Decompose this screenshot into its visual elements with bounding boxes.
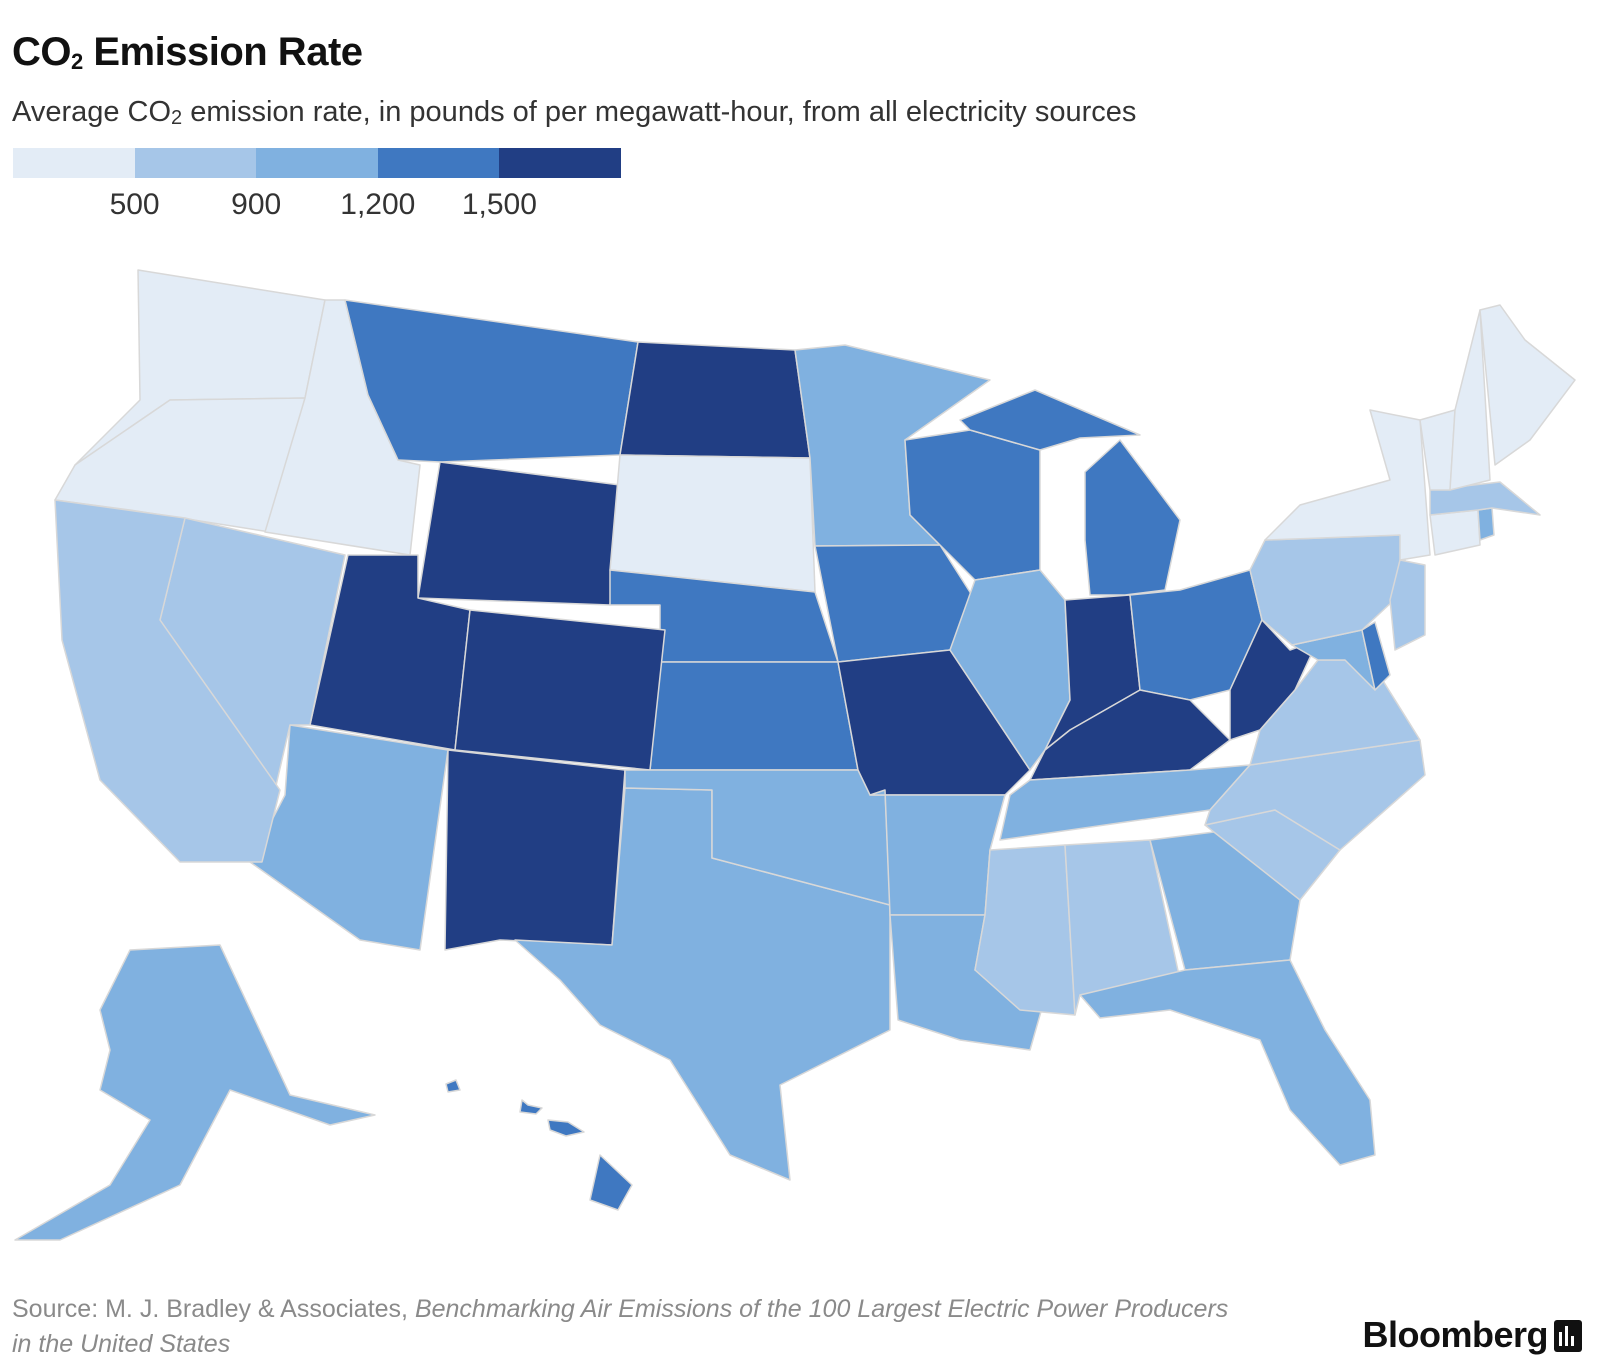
state-massachusetts (1429, 481, 1541, 516)
us-map (14, 269, 1576, 1241)
state-wyoming (417, 461, 621, 606)
color-legend (13, 148, 621, 178)
state-north-dakota (619, 341, 811, 459)
state-maine (1479, 304, 1576, 466)
state-michigan (1084, 439, 1181, 596)
state-hawaii (589, 1154, 633, 1211)
legend-label: 900 (231, 188, 282, 221)
state-vermont (1419, 409, 1456, 491)
legend-swatch-3 (377, 148, 500, 178)
state-hawaii (519, 1099, 543, 1115)
state-south-dakota (609, 454, 816, 593)
state-kansas (649, 661, 859, 771)
state-rhode-island (1477, 507, 1495, 541)
state-new-mexico (444, 749, 626, 951)
state-california (54, 499, 281, 863)
state-west-virginia (1229, 619, 1319, 741)
chart-subtitle: Average CO2 emission rate, in pounds of … (12, 96, 1137, 129)
state-michigan (959, 389, 1141, 451)
state-new-york (1264, 409, 1431, 561)
source-note: Source: M. J. Bradley & Associates, Benc… (12, 1295, 1229, 1358)
state-florida (1079, 959, 1376, 1166)
legend-label: 500 (109, 188, 160, 221)
state-hawaii (445, 1079, 461, 1093)
state-arizona (249, 724, 449, 951)
legend-label: 1,200 (340, 188, 416, 221)
state-pennsylvania (1249, 534, 1411, 646)
state-colorado (454, 609, 666, 771)
state-hawaii (547, 1119, 585, 1137)
legend-swatch-4 (499, 148, 621, 178)
state-new-hampshire (1449, 309, 1491, 491)
state-iowa (814, 544, 976, 663)
bloomberg-chart-icon (1554, 1320, 1582, 1352)
state-delaware (1361, 621, 1391, 691)
state-new-jersey (1389, 559, 1426, 651)
bloomberg-logo: Bloomberg (1362, 1314, 1548, 1355)
legend-swatch-1 (134, 148, 257, 178)
legend-swatch-0 (13, 148, 135, 178)
state-alaska (14, 944, 376, 1241)
state-arkansas (869, 789, 1006, 916)
legend-swatch-2 (256, 148, 378, 178)
state-montana (344, 299, 639, 463)
chart-title: CO2 Emission Rate (12, 30, 363, 74)
legend-label: 1,500 (461, 188, 537, 221)
state-connecticut (1429, 509, 1481, 556)
